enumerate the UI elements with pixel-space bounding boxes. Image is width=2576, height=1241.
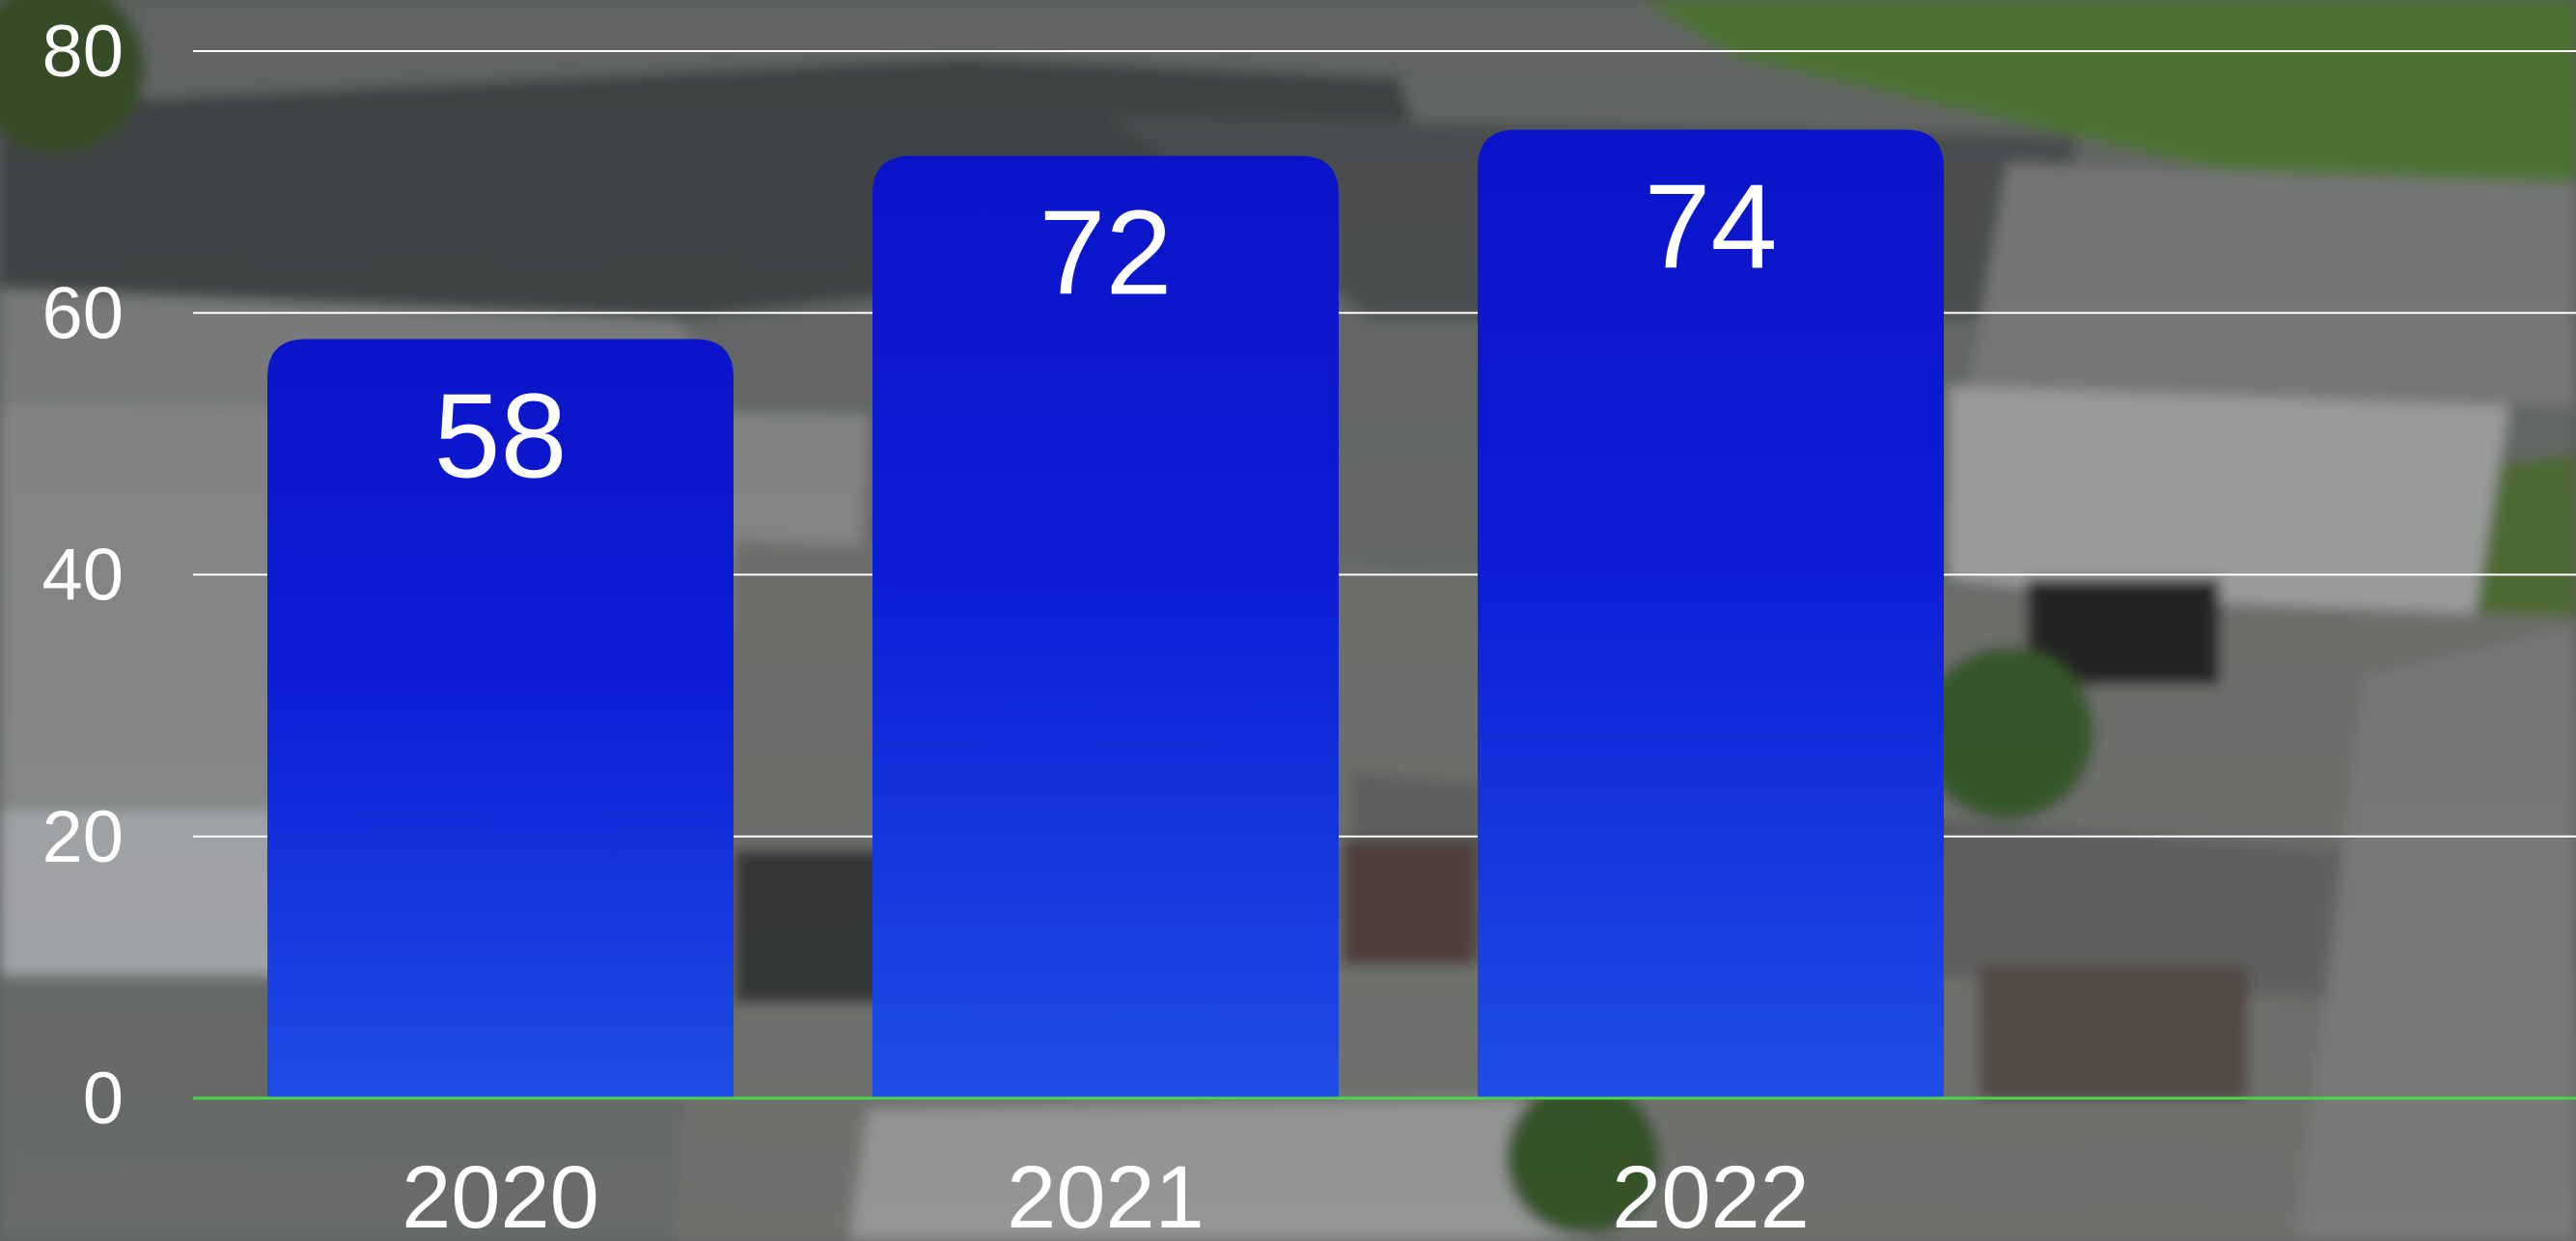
- bar-2022: [1478, 129, 1944, 1098]
- y-tick-label: 80: [42, 11, 124, 93]
- bars: 58 72 74: [267, 129, 1944, 1098]
- x-tick-label: 2021: [1007, 1148, 1205, 1241]
- y-tick-label: 60: [42, 272, 124, 354]
- x-tick-label: 2022: [1612, 1148, 1810, 1241]
- y-tick-label: 40: [42, 535, 124, 617]
- bar-2020: [267, 339, 734, 1098]
- y-tick-label: 0: [83, 1058, 124, 1140]
- data-label: 72: [1039, 187, 1173, 320]
- data-label: 58: [434, 370, 568, 503]
- data-label: 74: [1645, 160, 1778, 293]
- x-tick-label: 2020: [402, 1148, 599, 1241]
- x-axis: 2020 2021 2022: [402, 1148, 1810, 1241]
- y-axis: 0 20 40 60 80: [42, 11, 124, 1140]
- y-tick-label: 20: [42, 796, 124, 878]
- bar-2021: [873, 155, 1339, 1098]
